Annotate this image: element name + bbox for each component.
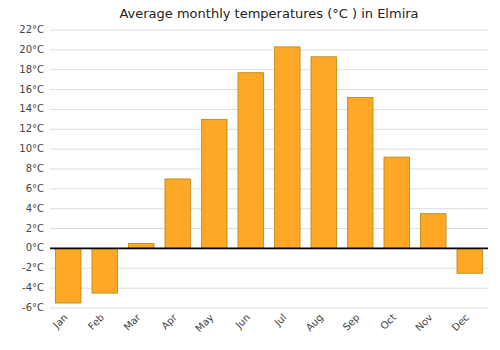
y-tick-label: 4°C: [26, 203, 44, 214]
x-tick-label: May: [193, 312, 215, 334]
bar: [457, 248, 483, 273]
bar: [384, 157, 410, 248]
grid-line: [50, 208, 488, 209]
grid-line: [50, 30, 488, 31]
bar: [274, 47, 300, 249]
y-tick-label: -4°C: [22, 282, 44, 293]
grid-line: [50, 69, 488, 70]
bar: [55, 248, 81, 303]
grid-line: [50, 308, 488, 309]
x-tick-label: Oct: [378, 312, 398, 332]
bar: [201, 119, 227, 248]
grid-line: [50, 169, 488, 170]
grid-line: [50, 49, 488, 50]
y-tick-label: 2°C: [26, 223, 44, 234]
y-tick-label: 16°C: [19, 84, 44, 95]
y-tick-label: 6°C: [26, 183, 44, 194]
y-tick-label: 20°C: [19, 44, 44, 55]
grid-line: [50, 109, 488, 110]
bars: [55, 47, 482, 303]
bar: [347, 98, 373, 249]
title: Average monthly temperatures (°C ) in El…: [119, 6, 418, 21]
bar: [420, 214, 446, 249]
chart-container: Average monthly temperatures (°C ) in El…: [0, 0, 500, 350]
x-tick-label: Aug: [304, 312, 326, 334]
x-tick-label: Nov: [413, 312, 435, 334]
y-tick-label: 18°C: [19, 64, 44, 75]
grid-line: [50, 188, 488, 189]
x-tick-label: Apr: [159, 311, 180, 332]
x-tick-label: Sep: [341, 312, 362, 333]
grid-line: [50, 129, 488, 130]
y-tick-label: 0°C: [26, 242, 44, 253]
zero-line: [50, 248, 488, 250]
x-tick-label: Feb: [86, 312, 106, 332]
x-tick-label: Mar: [122, 311, 144, 333]
y-tick-label: 12°C: [19, 123, 44, 134]
y-tick-label: -2°C: [22, 262, 44, 273]
x-tick-label: Dec: [450, 312, 471, 333]
bar: [165, 179, 191, 249]
grid-line: [50, 248, 488, 249]
x-tick-label: Jul: [272, 312, 289, 329]
y-tick-label: 8°C: [26, 163, 44, 174]
bar: [311, 57, 337, 249]
bar: [238, 73, 264, 249]
y-tick-label: -6°C: [22, 302, 44, 313]
bar: [92, 248, 118, 293]
x-tick-label: Jun: [233, 312, 253, 332]
grid-line: [50, 89, 488, 90]
grid-line: [50, 149, 488, 150]
y-axis: -6°C -4°C -2°C 0°C 2°C 4°C 6°C 8°C 10°C 12°C 14°C 1…: [19, 24, 44, 313]
x-tick-label: Jan: [50, 312, 69, 331]
chart: Average monthly temperatures (°C ) in El…: [0, 0, 500, 350]
x-axis: Jan Feb Mar Apr May Jun Jul Aug Sep Oct Nov Dec: [50, 311, 471, 334]
grid: [50, 30, 488, 308]
y-tick-label: 14°C: [19, 103, 44, 114]
y-tick-label: 10°C: [19, 143, 44, 154]
y-tick-label: 22°C: [19, 24, 44, 35]
